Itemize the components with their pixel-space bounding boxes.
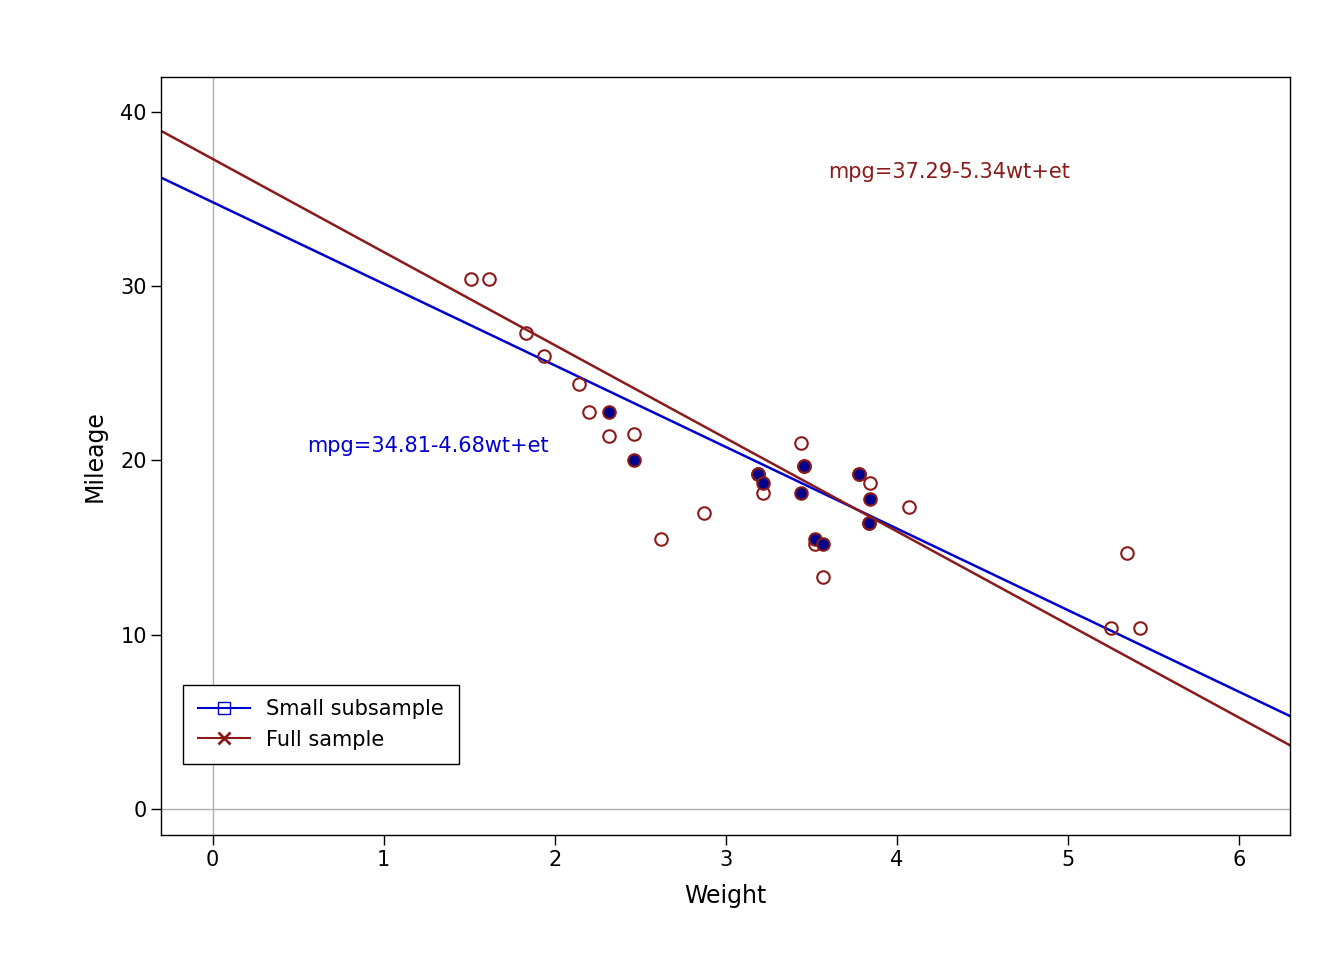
X-axis label: Weight: Weight	[684, 883, 767, 907]
Y-axis label: Mileage: Mileage	[82, 410, 106, 502]
Text: mpg=37.29-5.34wt+et: mpg=37.29-5.34wt+et	[828, 162, 1070, 181]
Legend: Small subsample, Full sample: Small subsample, Full sample	[183, 684, 458, 764]
Text: mpg=34.81-4.68wt+et: mpg=34.81-4.68wt+et	[306, 436, 548, 456]
